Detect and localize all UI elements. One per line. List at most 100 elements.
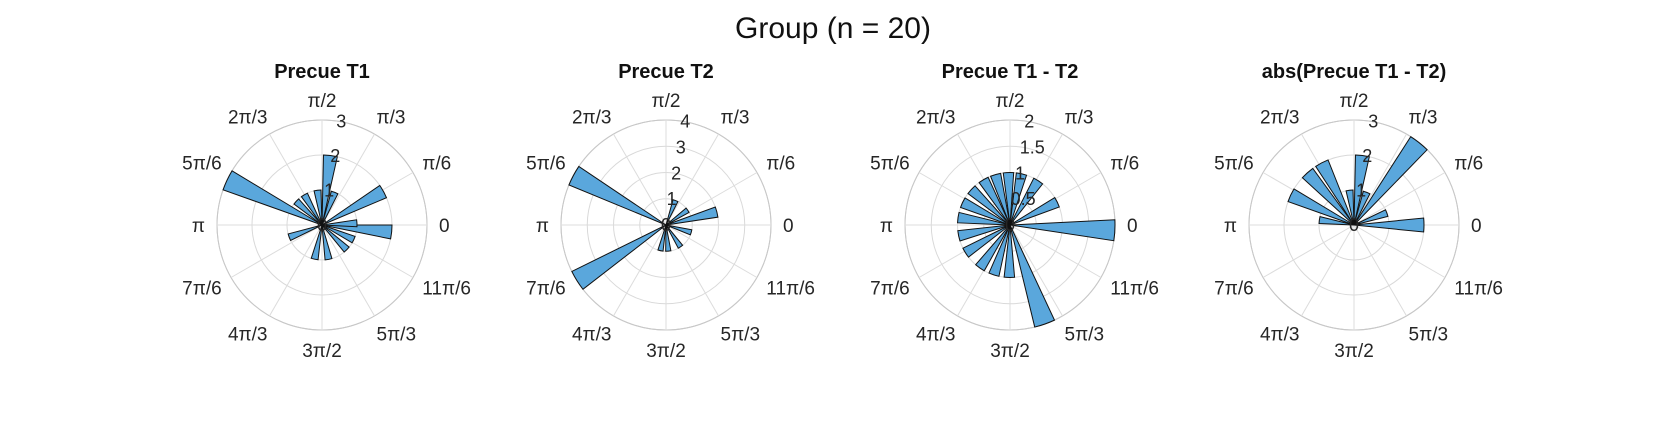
theta-tick-label: 5π/3: [377, 324, 417, 345]
histogram-bar: [962, 224, 1011, 258]
theta-tick-label: 5π/6: [870, 154, 910, 175]
theta-tick-label: π: [1224, 216, 1237, 237]
histogram-bar: [665, 199, 679, 226]
theta-tick-label: 2π/3: [1260, 108, 1300, 129]
theta-tick-label: 4π/3: [228, 324, 268, 345]
histogram-bar: [1009, 224, 1056, 328]
panel-title: Precue T1: [274, 61, 370, 83]
r-tick-label: 1.5: [1020, 137, 1045, 157]
histogram-bar: [321, 224, 393, 240]
grid-spoke: [269, 224, 323, 317]
theta-tick-label: 11π/6: [1110, 279, 1159, 300]
theta-tick-label: 4π/3: [1260, 324, 1300, 345]
grid-spoke: [665, 133, 719, 226]
r-tick-label: 3: [676, 137, 686, 157]
figure-suptitle: Group (n = 20): [735, 12, 931, 45]
theta-tick-label: 11π/6: [1454, 279, 1503, 300]
histogram-bar: [967, 185, 1011, 226]
polar-panels: Precue T10π/6π/3π/22π/35π/6π7π/64π/33π/2…: [182, 61, 1503, 362]
histogram-bar: [1009, 172, 1028, 226]
theta-tick-label: 2π/3: [916, 108, 956, 129]
histogram-bar: [293, 198, 323, 226]
theta-tick-label: 11π/6: [766, 279, 815, 300]
histogram-bar: [300, 192, 323, 226]
polar-panel-2: Precue T2 0 π/6 π/3 π/2 2π/3 5π/6 π 7π/6 4π/3 3π/2…: [526, 61, 815, 362]
theta-tick-label: 3π/2: [302, 341, 342, 362]
histogram-bar: [321, 154, 338, 226]
histogram-bar: [321, 224, 350, 253]
r-tick-label: 2: [1024, 112, 1034, 132]
r-tick-label: 1: [324, 181, 334, 201]
theta-tick-label: 5π/6: [526, 154, 566, 175]
theta-tick-label: π: [192, 216, 205, 237]
histogram-bar: [957, 211, 1011, 226]
theta-tick-label: π/3: [1409, 108, 1438, 129]
histogram-bar: [1353, 190, 1371, 226]
grid-spoke: [1353, 224, 1407, 317]
theta-tick-label: 5π/3: [721, 324, 761, 345]
theta-tick-label: 5π/3: [1409, 324, 1449, 345]
r-tick-label: 3: [1368, 112, 1378, 132]
theta-tick-label: 7π/6: [870, 279, 910, 300]
grid-spoke: [613, 133, 667, 226]
grid-spoke: [665, 224, 758, 278]
polar-panel-4: abs(Precue T1 - T2) 0 π/6 π/3 π/2 2π/3 5π/6 π 7π…: [1214, 61, 1503, 362]
theta-tick-label: 0: [439, 216, 450, 237]
grid-spoke: [1009, 224, 1102, 278]
histogram-bar: [1345, 189, 1355, 226]
theta-tick-label: 4π/3: [572, 324, 612, 345]
theta-tick-label: π/3: [1065, 108, 1094, 129]
grid-spoke: [321, 133, 375, 226]
grid-spoke: [1009, 224, 1063, 317]
grid-spoke: [1353, 224, 1446, 278]
grid-spoke: [1353, 133, 1407, 226]
r-tick-label: 0.5: [1011, 189, 1036, 209]
histogram-bar: [988, 224, 1011, 277]
histogram-bar: [665, 207, 690, 226]
histogram-bar: [665, 206, 719, 226]
r-tick-label: 2: [330, 146, 340, 166]
histogram-bar: [1353, 154, 1370, 226]
histogram-bar: [287, 224, 323, 242]
theta-tick-label: π/2: [652, 91, 681, 112]
theta-tick-label: π/6: [766, 154, 795, 175]
histogram-bar: [313, 189, 323, 226]
histogram-bar: [1009, 196, 1060, 226]
theta-tick-label: 0: [783, 216, 794, 237]
r-origin-label: 0: [1005, 215, 1015, 235]
histogram-bar: [1353, 135, 1428, 226]
theta-tick-label: 2π/3: [228, 108, 268, 129]
theta-tick-label: 0: [1127, 216, 1138, 237]
r-tick-label: 1: [1356, 181, 1366, 201]
histogram-bar: [1002, 172, 1015, 226]
theta-tick-label: π: [880, 216, 893, 237]
histogram-bar: [310, 224, 323, 261]
theta-tick-label: 11π/6: [422, 279, 471, 300]
histogram-bar: [1353, 217, 1425, 233]
histogram-bar: [321, 224, 333, 261]
histogram-bar: [1009, 219, 1116, 242]
r-tick-label: 2: [671, 163, 681, 183]
grid-spoke: [321, 224, 375, 317]
r-tick-label: 4: [680, 112, 690, 132]
r-tick-label: 1: [667, 189, 677, 209]
polar-panel-1: Precue T1 0 π/6 π/3 π/2 2π/3 5π/6 π 7π/6 4π/3 3π/2…: [182, 61, 471, 362]
histogram-bar: [989, 172, 1011, 226]
theta-tick-label: 7π/6: [1214, 279, 1254, 300]
histogram-bar: [568, 165, 667, 226]
theta-tick-label: π/3: [721, 108, 750, 129]
histogram-bar: [1287, 188, 1355, 226]
grid-spoke: [1353, 172, 1446, 226]
panel-title: Precue T1 - T2: [942, 61, 1079, 83]
theta-tick-label: 3π/2: [990, 341, 1030, 362]
theta-tick-label: π/6: [1454, 154, 1483, 175]
grid-spoke: [1301, 224, 1355, 317]
histogram-bar: [321, 190, 339, 226]
grid-spoke: [230, 224, 323, 278]
histogram-bar: [321, 219, 358, 228]
theta-tick-label: π/6: [1110, 154, 1139, 175]
histogram-bar: [657, 224, 667, 252]
histogram-bar: [959, 197, 1011, 226]
